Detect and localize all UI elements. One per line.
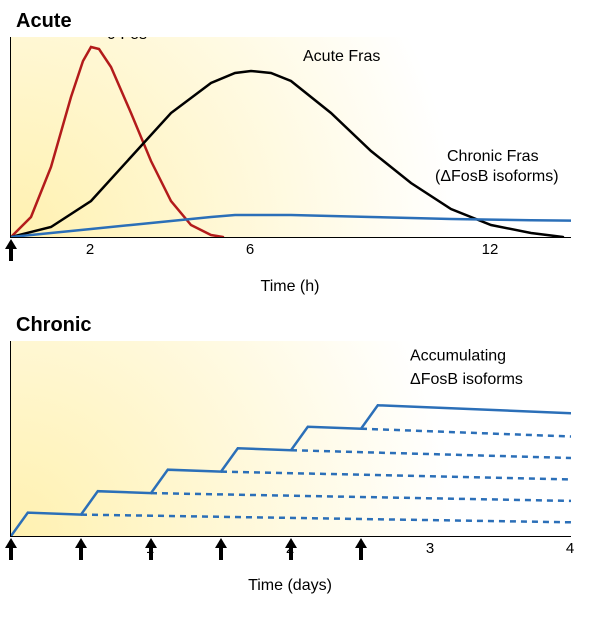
stimulus-arrow xyxy=(4,239,18,261)
x-axis-label: Time (h) xyxy=(10,278,570,296)
chronic_fras-sublabel: (ΔFosB isoforms) xyxy=(435,168,559,185)
stimulus-arrow xyxy=(214,538,228,560)
x-tick: 12 xyxy=(480,241,500,258)
acute-title: Acute xyxy=(16,10,590,33)
chronic_fras-curve xyxy=(11,215,571,237)
stimulus-arrow xyxy=(4,538,18,560)
cfos-curve xyxy=(11,47,223,237)
stimulus-arrow xyxy=(354,538,368,560)
decay-dashed-4 xyxy=(361,429,571,437)
accumulating-curve xyxy=(11,405,571,536)
x-tick: 2 xyxy=(80,241,100,258)
accumulating-label: Accumulating xyxy=(410,348,506,365)
acute_fras-label: Acute Fras xyxy=(303,48,380,65)
decay-dashed-3 xyxy=(291,450,571,458)
stimulus-arrow xyxy=(144,538,158,560)
acute-plot: c-Fos Acute Fras Chronic Fras (ΔFosB isofor… xyxy=(10,37,571,238)
chronic_fras-label: Chronic Fras xyxy=(447,148,539,165)
cfos-label: c-Fos xyxy=(107,37,147,43)
x-tick: 6 xyxy=(240,241,260,258)
decay-dashed-2 xyxy=(221,472,571,480)
x-tick: 3 xyxy=(420,540,440,557)
chronic-title: Chronic xyxy=(16,314,590,337)
decay-dashed-1 xyxy=(151,493,571,501)
chronic-plot: Accumulating ΔFosB isoforms xyxy=(10,341,571,537)
decay-dashed-0 xyxy=(81,515,571,523)
stimulus-arrow xyxy=(284,538,298,560)
x-tick: 4 xyxy=(560,540,580,557)
accumulating-sublabel: ΔFosB isoforms xyxy=(410,371,523,388)
stimulus-arrow xyxy=(74,538,88,560)
x-axis-label: Time (days) xyxy=(10,577,570,595)
